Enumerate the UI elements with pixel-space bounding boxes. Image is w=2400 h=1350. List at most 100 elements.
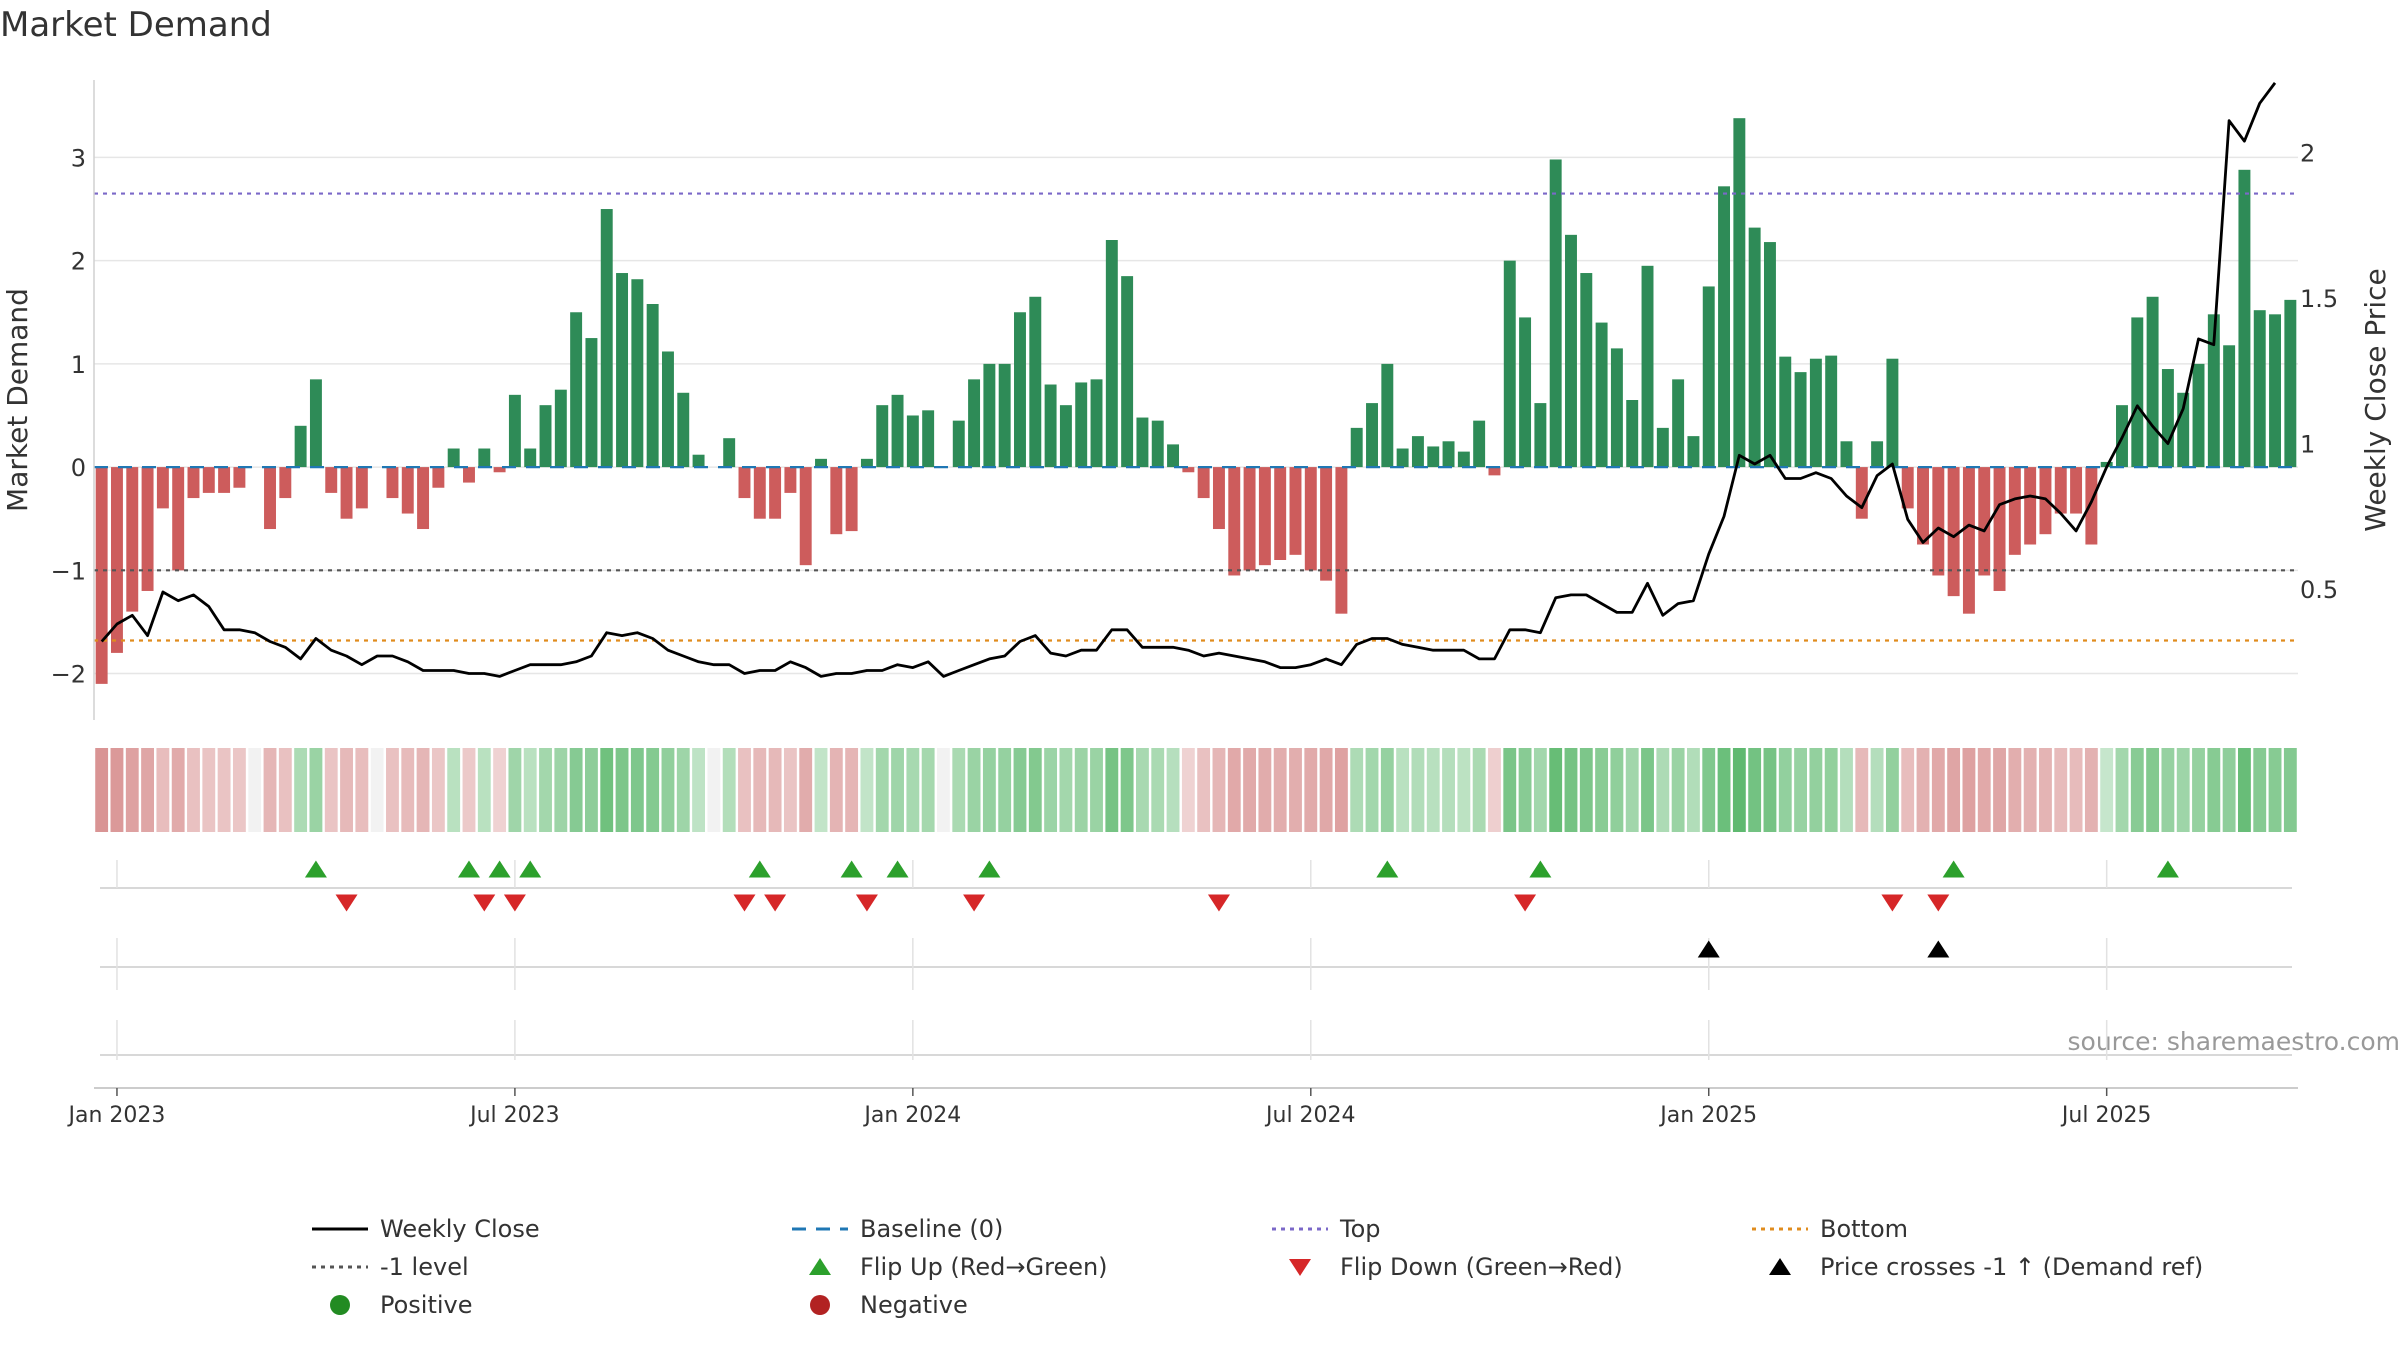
heat-cell	[768, 748, 782, 832]
demand-bar-positive	[2192, 363, 2205, 468]
demand-bar-positive	[1871, 441, 1884, 468]
heat-cell	[141, 748, 154, 832]
demand-bar-positive	[631, 279, 644, 468]
demand-bar-negative	[1274, 467, 1287, 560]
heat-cell	[462, 748, 476, 832]
heat-cell	[1090, 748, 1103, 832]
demand-bar-positive	[1549, 159, 1562, 468]
demand-bar-negative	[1243, 467, 1256, 571]
legend-label: Weekly Close	[380, 1215, 540, 1243]
heat-cell	[1136, 748, 1149, 832]
y-tick-label-right: 1.5	[2300, 285, 2338, 313]
heat-cell	[202, 748, 216, 832]
heat-cell	[1457, 748, 1471, 832]
legend-label: Flip Down (Green→Red)	[1340, 1253, 1623, 1281]
chart-title: Market Demand	[0, 5, 272, 45]
heat-cell	[1319, 748, 1333, 832]
demand-bar-positive	[983, 363, 996, 468]
demand-bar-positive	[646, 304, 659, 468]
heat-cell	[845, 748, 859, 832]
demand-bar-negative	[325, 467, 338, 493]
demand-bar-positive	[1381, 363, 1394, 468]
heat-cell	[1334, 748, 1348, 832]
legend-label: -1 level	[380, 1253, 469, 1281]
legend-symbol-icon	[780, 1290, 860, 1320]
demand-bar-positive	[1044, 384, 1057, 468]
legend-symbol-icon	[1260, 1252, 1340, 1282]
demand-bar-positive	[998, 363, 1011, 468]
heat-cell	[187, 748, 200, 832]
flip-down-marker	[503, 894, 526, 912]
heat-cell	[2054, 748, 2068, 832]
demand-bar-positive	[1886, 358, 1899, 468]
demand-bar-negative	[2070, 467, 2083, 514]
demand-bar-positive	[1580, 273, 1593, 468]
heat-cell	[1227, 748, 1241, 832]
heat-cell	[875, 748, 889, 832]
y-tick-label-left: 0	[71, 454, 86, 482]
legend-item: Negative	[780, 1290, 1260, 1320]
demand-bar-negative	[753, 467, 766, 519]
heat-cell	[1013, 748, 1027, 832]
legend-label: Positive	[380, 1291, 473, 1319]
flip-up-marker	[840, 860, 863, 878]
demand-bar-positive	[922, 410, 935, 468]
heat-cell	[263, 748, 277, 832]
heat-cell	[2039, 748, 2052, 832]
demand-bar-negative	[126, 467, 139, 612]
demand-bar-positive	[1350, 427, 1363, 468]
flip-up-marker	[886, 860, 909, 878]
y-axis-left-label: Market Demand	[1, 288, 34, 512]
demand-bar-positive	[2253, 310, 2266, 468]
demand-bar-positive	[1565, 234, 1577, 468]
heat-cell	[1059, 748, 1073, 832]
demand-bar-positive	[2161, 369, 2174, 468]
heat-cell	[1564, 748, 1578, 832]
demand-bar-negative	[2054, 467, 2067, 514]
legend-label: Bottom	[1820, 1215, 1909, 1243]
demand-bar-negative	[1978, 467, 1991, 576]
heat-cell	[1044, 748, 1058, 832]
demand-bar-negative	[233, 467, 246, 488]
flip-up-marker	[488, 860, 511, 878]
legend-item: Flip Up (Red→Green)	[780, 1252, 1260, 1282]
heat-cell	[2115, 748, 2129, 832]
demand-bar-positive	[876, 405, 889, 468]
demand-bar-positive	[1519, 317, 1532, 468]
demand-bar-positive	[585, 338, 598, 468]
legend: Weekly Close Baseline (0) Top Bottom -1 leve…	[300, 1210, 2250, 1324]
legend-item: Baseline (0)	[780, 1214, 1260, 1244]
demand-bar-positive	[1105, 240, 1118, 468]
demand-bar-negative	[95, 467, 108, 684]
heat-cell	[814, 748, 828, 832]
x-tick-label: Jan 2024	[862, 1103, 961, 1128]
demand-bar-positive	[1779, 356, 1792, 468]
heat-cell	[906, 748, 920, 832]
heat-cell	[217, 748, 231, 832]
heat-cell	[1181, 748, 1195, 832]
demand-bar-positive	[1656, 427, 1669, 468]
heat-cell	[1028, 748, 1042, 832]
heat-cell	[1380, 748, 1394, 832]
heat-cell	[2268, 748, 2282, 832]
heat-cell	[1610, 748, 1624, 832]
demand-bar-positive	[1825, 355, 1838, 468]
heat-cell	[860, 748, 874, 832]
demand-bar-positive	[1794, 372, 1807, 468]
demand-bar-positive	[1167, 444, 1180, 468]
heat-cell	[1442, 748, 1455, 832]
heat-cell	[1212, 748, 1226, 832]
demand-bar-negative	[172, 467, 185, 571]
heat-cell	[324, 748, 338, 832]
heat-cell	[1870, 748, 1884, 832]
demand-bar-positive	[2284, 299, 2297, 468]
demand-bar-negative	[1917, 467, 1929, 545]
demand-bar-negative	[1947, 467, 1960, 597]
legend-symbol-icon	[780, 1252, 860, 1282]
heat-cell	[707, 748, 721, 832]
heat-cell	[309, 748, 323, 832]
heat-cell	[370, 748, 384, 832]
demand-bar-positive	[1809, 358, 1822, 468]
heat-cell	[355, 748, 369, 832]
y-tick-label-right: 2	[2300, 140, 2315, 168]
